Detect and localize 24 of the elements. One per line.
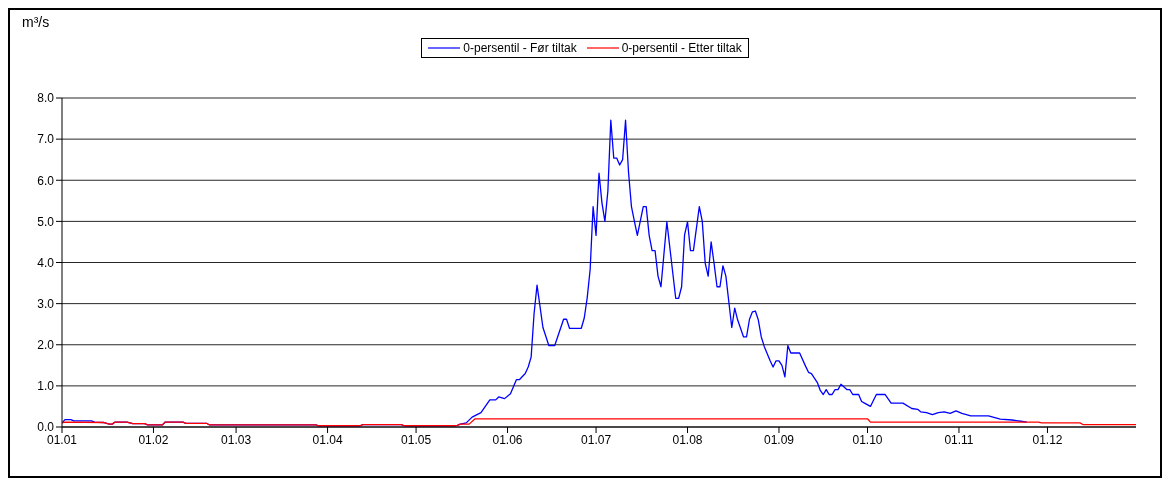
x-tick-label: 01.05 (401, 432, 432, 447)
y-tick-label: 3.0 (37, 296, 55, 311)
x-tick-label: 01.07 (581, 432, 612, 447)
x-tick-label: 01.11 (944, 432, 974, 447)
y-tick-label: 2.0 (37, 338, 55, 353)
y-tick-label: 0.0 (37, 420, 55, 435)
y-tick-label: 4.0 (37, 255, 55, 270)
y-tick-label: 7.0 (37, 132, 55, 147)
x-tick-label: 01.01 (46, 432, 78, 447)
legend-label: 0-persentil - Etter tiltak (621, 41, 742, 55)
x-tick-label: 01.02 (138, 432, 169, 447)
x-tick-label: 01.10 (852, 432, 883, 447)
x-tick-label: 01.03 (221, 432, 252, 447)
y-tick-label: 5.0 (37, 214, 55, 229)
y-tick-label: 8.0 (37, 91, 55, 106)
x-tick-label: 01.08 (672, 432, 703, 447)
y-tick-label: 6.0 (37, 173, 55, 188)
x-tick-label: 01.06 (492, 432, 523, 447)
y-axis-title: m³/s (22, 14, 50, 30)
x-tick-label: 01.12 (1032, 432, 1063, 447)
legend-label: 0-persentil - Før tiltak (463, 41, 577, 55)
x-tick-label: 01.09 (763, 432, 795, 447)
y-tick-label: 1.0 (37, 379, 55, 394)
x-tick-label: 01.04 (312, 432, 343, 447)
